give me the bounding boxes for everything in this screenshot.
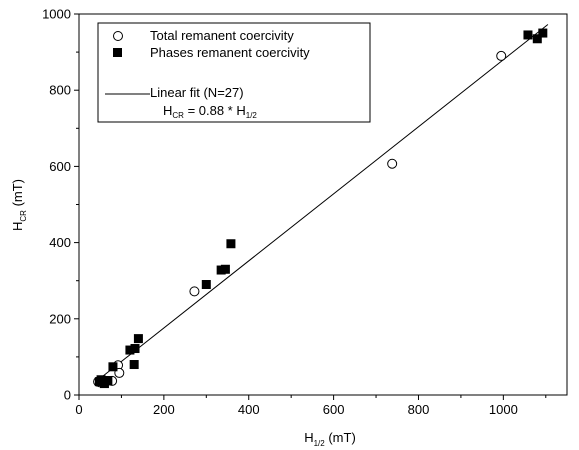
legend-label-fit: Linear fit (N=27) <box>150 85 244 100</box>
data-point-phases <box>538 28 548 38</box>
data-point-total <box>387 158 398 169</box>
fit-equation-rhs-sub: 1/2 <box>246 111 258 120</box>
data-point-phases <box>523 30 533 40</box>
y-tick-label: 400 <box>49 235 71 250</box>
fit-layer <box>95 24 549 382</box>
data-point-phases <box>103 376 113 386</box>
fit-equation-mid: = 0.88 * H <box>184 103 246 118</box>
data-point-phases <box>220 264 230 274</box>
data-point-total <box>189 286 200 297</box>
fit-equation-lhs: H <box>163 103 172 118</box>
data-point-phases <box>133 334 143 344</box>
x-axis-label: H1/2 (mT) <box>304 430 356 448</box>
legend-marker-total <box>113 31 123 41</box>
x-axis-ticks: 0 200 400 600 800 1000 <box>75 395 547 417</box>
y-axis-label-sub: CR <box>19 210 28 222</box>
x-axis-label-main: H <box>304 430 313 445</box>
fit-line <box>95 24 549 382</box>
y-axis-label-main: H <box>10 222 25 231</box>
fit-equation-lhs-sub: CR <box>172 111 184 120</box>
data-point-phases <box>108 362 118 372</box>
y-axis-label-unit: (mT) <box>10 179 25 210</box>
legend-marker-phases <box>113 48 122 57</box>
data-marks <box>93 28 548 389</box>
x-tick-label: 200 <box>153 402 175 417</box>
legend: Total remanent coercivity Phases remanen… <box>97 22 371 123</box>
x-axis-label-unit: (mT) <box>325 430 356 445</box>
data-point-phases <box>130 344 140 354</box>
data-point-phases <box>201 280 211 290</box>
y-tick-label: 600 <box>49 159 71 174</box>
x-tick-label: 400 <box>238 402 260 417</box>
data-point-phases <box>226 239 236 249</box>
data-point-phases <box>125 345 135 355</box>
x-tick-label: 600 <box>323 402 345 417</box>
y-tick-label: 0 <box>64 388 71 403</box>
y-tick-label: 1000 <box>42 7 71 22</box>
legend-label-total: Total remanent coercivity <box>150 28 294 43</box>
y-tick-label: 800 <box>49 83 71 98</box>
legend-box <box>97 22 371 123</box>
x-tick-label: 1000 <box>489 402 518 417</box>
y-axis-label: HCR (mT) <box>10 179 28 231</box>
fit-equation: HCR = 0.88 * H1/2 <box>163 103 257 120</box>
legend-label-phases: Phases remanent coercivity <box>150 45 310 60</box>
x-axis-label-sub: 1/2 <box>314 439 326 448</box>
y-axis-ticks: 0 200 400 600 800 1000 <box>42 7 79 403</box>
y-tick-label: 200 <box>49 311 71 326</box>
data-point-total <box>496 50 507 61</box>
x-tick-label: 0 <box>75 402 82 417</box>
data-point-phases <box>129 360 139 370</box>
x-tick-label: 800 <box>408 402 430 417</box>
data-point-phases <box>532 34 542 44</box>
